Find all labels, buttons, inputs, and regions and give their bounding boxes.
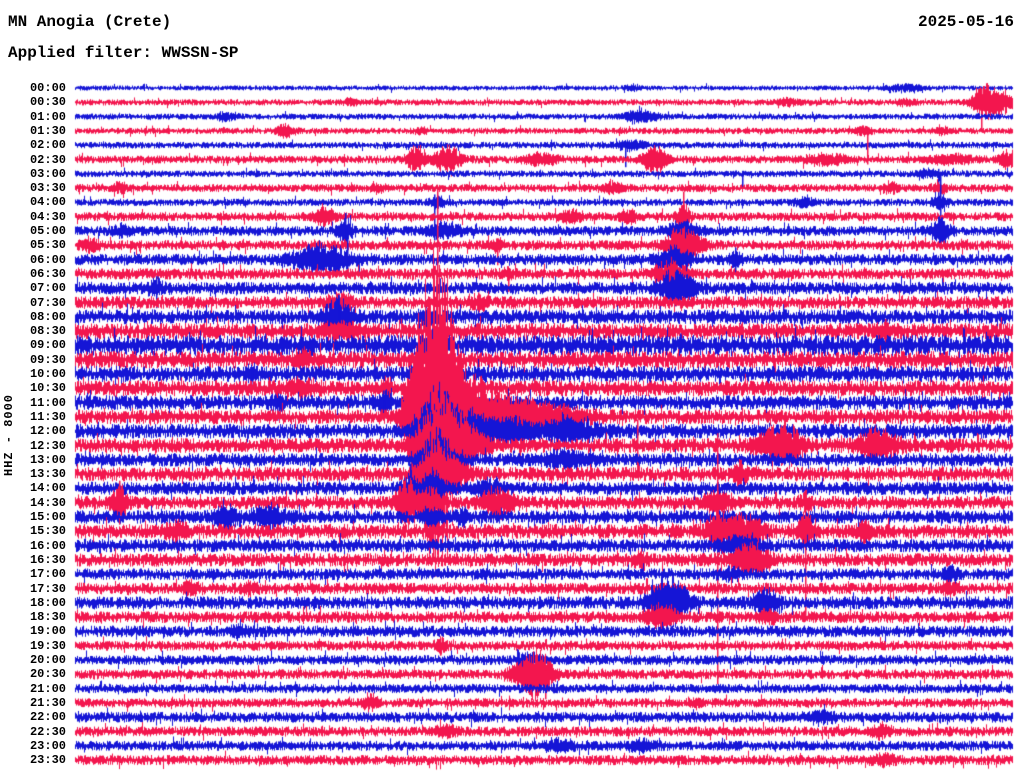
time-label-00:00: 00:00 — [29, 81, 66, 95]
time-label-11:30: 11:30 — [29, 409, 66, 424]
time-label-23:00: 23:00 — [29, 738, 66, 753]
time-label-19:00: 19:00 — [29, 624, 66, 639]
time-label-21:30: 21:30 — [29, 695, 66, 710]
time-label-11:00: 11:00 — [29, 395, 66, 410]
time-label-03:30: 03:30 — [29, 181, 66, 196]
time-label-05:00: 05:00 — [29, 224, 66, 238]
time-label-00:30: 00:30 — [29, 95, 66, 110]
time-label-10:00: 10:00 — [29, 367, 66, 381]
time-label-01:00: 01:00 — [29, 109, 66, 124]
time-label-02:30: 02:30 — [29, 152, 66, 167]
time-label-09:00: 09:00 — [29, 338, 66, 353]
time-label-21:00: 21:00 — [29, 681, 66, 696]
time-label-15:30: 15:30 — [29, 524, 66, 539]
time-label-20:00: 20:00 — [29, 653, 66, 667]
time-label-08:00: 08:00 — [29, 309, 66, 324]
time-label-04:30: 04:30 — [29, 209, 66, 224]
time-label-12:00: 12:00 — [29, 424, 66, 439]
time-label-22:00: 22:00 — [29, 710, 66, 725]
time-label-06:00: 06:00 — [29, 252, 66, 267]
time-label-22:30: 22:30 — [29, 724, 66, 739]
time-label-14:30: 14:30 — [29, 495, 66, 510]
time-label-07:00: 07:00 — [29, 281, 66, 296]
time-label-06:30: 06:30 — [29, 266, 66, 281]
time-label-07:30: 07:30 — [29, 295, 66, 310]
time-label-18:30: 18:30 — [29, 610, 66, 625]
time-label-01:30: 01:30 — [29, 123, 66, 138]
time-label-19:30: 19:30 — [29, 638, 66, 653]
time-label-14:00: 14:00 — [29, 481, 66, 496]
time-label-13:30: 13:30 — [29, 467, 66, 482]
time-label-23:30: 23:30 — [29, 753, 66, 768]
time-label-04:00: 04:00 — [29, 195, 66, 210]
time-label-17:00: 17:00 — [29, 567, 66, 582]
time-label-13:00: 13:00 — [29, 452, 66, 467]
time-label-08:30: 08:30 — [29, 324, 66, 339]
time-label-10:30: 10:30 — [29, 381, 66, 396]
time-label-03:00: 03:00 — [29, 166, 66, 181]
time-label-05:30: 05:30 — [29, 238, 66, 253]
time-label-12:30: 12:30 — [29, 438, 66, 453]
time-label-15:00: 15:00 — [29, 510, 66, 524]
record-date: 2025-05-16 — [917, 13, 1014, 31]
applied-filter-label: Applied filter: WWSSN-SP — [8, 44, 239, 62]
time-label-09:30: 09:30 — [29, 352, 66, 367]
time-label-18:00: 18:00 — [29, 595, 66, 610]
time-label-20:30: 20:30 — [29, 667, 66, 682]
time-label-16:00: 16:00 — [29, 538, 66, 553]
time-label-02:00: 02:00 — [29, 138, 66, 153]
time-label-17:30: 17:30 — [29, 581, 66, 596]
page-title: MN Anogia (Crete) — [8, 13, 172, 31]
time-label-16:30: 16:30 — [29, 552, 66, 567]
